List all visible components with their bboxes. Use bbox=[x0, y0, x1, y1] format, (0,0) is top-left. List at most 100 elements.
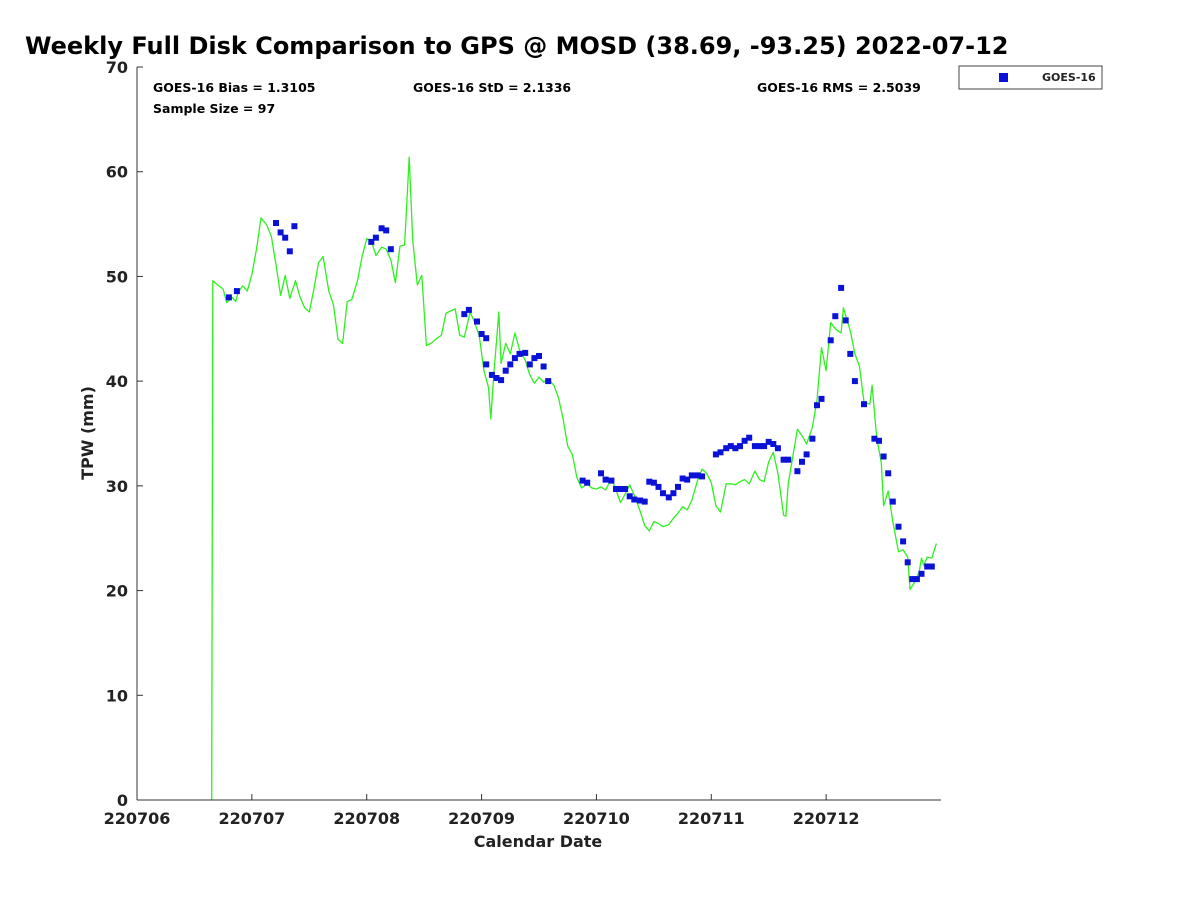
gps-series bbox=[211, 156, 938, 801]
goes-16-point bbox=[646, 478, 653, 485]
goes-16-point bbox=[803, 451, 810, 458]
x-tick-label: 220709 bbox=[448, 809, 515, 828]
y-tick-label: 40 bbox=[106, 372, 128, 391]
legend-marker-goes-16 bbox=[999, 73, 1008, 82]
goes-16-point bbox=[665, 494, 672, 501]
goes-16-point bbox=[483, 335, 490, 342]
legend-label-goes-16: GOES-16 bbox=[1042, 71, 1096, 84]
goes-16-point bbox=[780, 456, 787, 463]
goes-16-point bbox=[684, 476, 691, 483]
goes-16-point bbox=[488, 371, 495, 378]
goes-16-point bbox=[737, 443, 743, 450]
legend: GOES-16 bbox=[958, 65, 1103, 90]
goes-16-point bbox=[540, 363, 547, 370]
goes-16-point bbox=[785, 456, 792, 463]
goes-16-point bbox=[225, 294, 232, 301]
goes-16-point bbox=[502, 367, 509, 374]
goes-16-point bbox=[598, 470, 604, 477]
goes-16-point bbox=[913, 576, 920, 583]
goes-16-point bbox=[511, 355, 518, 362]
goes-16-point bbox=[637, 497, 644, 504]
y-tick-label: 70 bbox=[106, 58, 128, 77]
goes-16-point bbox=[277, 229, 284, 236]
goes-16-point bbox=[483, 361, 490, 368]
goes-16-point bbox=[861, 401, 867, 408]
goes-16-point bbox=[909, 576, 916, 583]
goes-16-point bbox=[712, 451, 719, 458]
goes-16-point bbox=[526, 361, 533, 368]
goes-16-point bbox=[282, 234, 289, 241]
goes-16-point bbox=[474, 318, 480, 325]
goes-16-point bbox=[818, 395, 825, 402]
goes-16-point bbox=[842, 317, 849, 324]
goes-16-point bbox=[761, 443, 768, 450]
y-tick-label: 0 bbox=[117, 791, 128, 810]
goes-16-point bbox=[631, 496, 638, 503]
x-axis-label: Calendar Date bbox=[474, 832, 603, 851]
goes-16-point bbox=[699, 473, 706, 480]
goes-16-point bbox=[626, 493, 633, 500]
goes-16-point bbox=[233, 288, 240, 295]
y-tick-label: 50 bbox=[106, 267, 128, 286]
goes-16-point bbox=[498, 377, 505, 384]
goes-16-point bbox=[928, 563, 935, 570]
goes-16-point bbox=[924, 563, 931, 570]
goes-16-point bbox=[675, 483, 681, 490]
x-tick-label: 220708 bbox=[333, 809, 400, 828]
goes-16-point bbox=[809, 435, 816, 442]
y-tick-label: 60 bbox=[106, 163, 128, 182]
goes-16-series bbox=[225, 220, 935, 583]
x-tick-label: 220706 bbox=[104, 809, 171, 828]
goes-16-point bbox=[378, 225, 385, 232]
y-tick-label: 10 bbox=[106, 686, 128, 705]
goes-16-point bbox=[660, 490, 666, 497]
goes-16-point bbox=[832, 313, 839, 320]
axes: 0 10 20 30 40 50 60 70 220706 220707 220708 220709 2… bbox=[104, 58, 941, 828]
goes-16-point bbox=[461, 311, 468, 318]
gps-line bbox=[211, 156, 938, 801]
goes-16-point bbox=[851, 378, 858, 385]
goes-16-point bbox=[545, 378, 552, 385]
goes-16-point bbox=[732, 445, 739, 452]
goes-16-point bbox=[827, 337, 834, 344]
goes-16-point bbox=[584, 479, 591, 486]
y-tick-label: 20 bbox=[106, 582, 128, 601]
rms-stat: GOES-16 RMS = 2.5039 bbox=[757, 80, 921, 95]
goes-16-point bbox=[880, 453, 887, 460]
goes-16-point bbox=[273, 220, 279, 226]
goes-16-point bbox=[493, 375, 500, 381]
bias-stat: GOES-16 Bias = 1.3105 bbox=[153, 80, 315, 95]
goes-16-point bbox=[383, 227, 390, 234]
goes-16-point bbox=[895, 523, 902, 530]
chart-title: Weekly Full Disk Comparison to GPS @ MOS… bbox=[25, 32, 1008, 60]
goes-16-point bbox=[387, 246, 394, 253]
goes-16-point bbox=[814, 402, 820, 409]
goes-16-point bbox=[579, 477, 586, 484]
goes-16-point bbox=[838, 284, 845, 291]
goes-16-point bbox=[799, 458, 805, 465]
goes-16-point bbox=[465, 306, 472, 313]
goes-16-point bbox=[889, 498, 896, 505]
goes-16-point bbox=[765, 438, 772, 445]
goes-16-point bbox=[876, 437, 882, 444]
plot-background bbox=[137, 67, 941, 800]
goes-16-point bbox=[679, 475, 686, 482]
y-tick-label: 30 bbox=[106, 477, 128, 496]
goes-16-point bbox=[723, 445, 730, 452]
goes-16-point bbox=[770, 441, 777, 447]
goes-16-point bbox=[617, 486, 624, 492]
x-tick-label: 220707 bbox=[218, 809, 285, 828]
goes-16-point bbox=[531, 355, 538, 362]
goes-16-point bbox=[286, 248, 293, 255]
goes-16-point bbox=[516, 350, 523, 357]
goes-16-point bbox=[885, 470, 892, 477]
goes-16-point bbox=[650, 479, 657, 486]
goes-16-point bbox=[871, 435, 878, 442]
goes-16-point bbox=[918, 570, 925, 577]
goes-16-point bbox=[613, 486, 619, 492]
goes-16-point bbox=[655, 483, 662, 490]
goes-16-point bbox=[794, 468, 801, 475]
goes-16-point bbox=[291, 223, 298, 230]
goes-16-point bbox=[670, 490, 677, 497]
goes-16-point bbox=[694, 472, 701, 479]
